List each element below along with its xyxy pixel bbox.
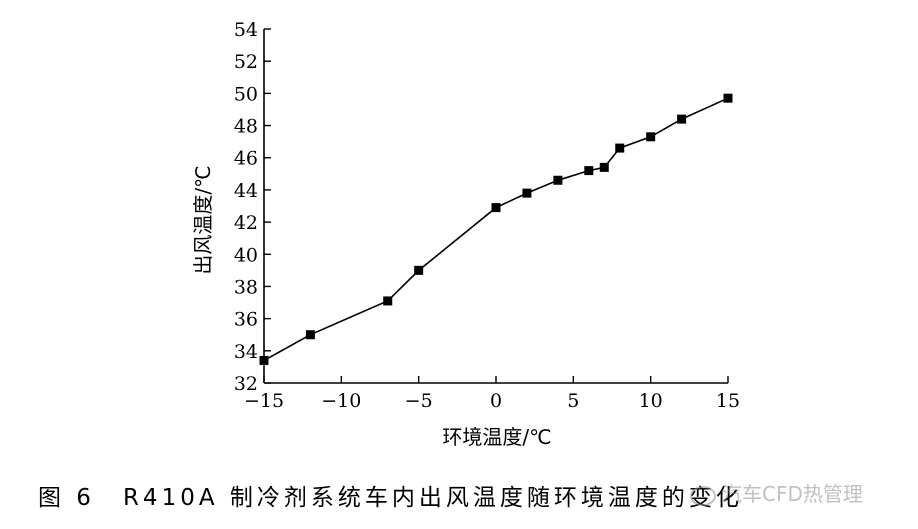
data-point-marker — [646, 132, 656, 142]
y-tick-label: 48 — [234, 116, 258, 138]
x-tick-label: 15 — [716, 390, 740, 412]
y-axis-title: 出风温度/℃ — [191, 165, 215, 274]
x-tick-label: 0 — [490, 390, 502, 412]
data-point-marker — [383, 296, 393, 306]
data-point-marker — [259, 355, 269, 365]
data-point-marker — [599, 162, 609, 172]
y-tick-label: 52 — [234, 51, 258, 73]
data-point-marker — [677, 114, 687, 124]
series — [259, 93, 733, 365]
y-tick-label: 36 — [234, 309, 258, 331]
series-line — [263, 97, 729, 362]
x-tick-label: −15 — [244, 390, 284, 412]
y-tick-label: 32 — [234, 373, 258, 395]
caption-text: R410A 制冷剂系统车内出风温度随环境温度的变化 — [122, 485, 743, 511]
x-tick-label: 10 — [639, 390, 663, 412]
data-point-marker — [305, 330, 315, 340]
x-tick-label: 5 — [567, 390, 579, 412]
data-point-marker — [491, 203, 501, 213]
y-tick-label: 34 — [234, 341, 258, 363]
y-tick-label: 50 — [234, 83, 258, 105]
y-tick-label: 40 — [234, 244, 258, 266]
data-point-marker — [584, 166, 594, 176]
data-point-marker — [522, 188, 532, 198]
data-point-marker — [723, 93, 733, 103]
data-point-marker — [414, 265, 424, 275]
y-tick-label: 44 — [234, 180, 258, 202]
data-point-marker — [553, 175, 563, 185]
x-tick-label: −5 — [405, 390, 433, 412]
x-axis-title: 环境温度/℃ — [442, 425, 551, 449]
data-point-marker — [615, 143, 625, 153]
figure-number: 图 6 — [38, 485, 95, 511]
y-tick-label: 38 — [234, 276, 258, 298]
y-tick-label: 46 — [234, 148, 258, 170]
ticks: −15 −10 −5 0 5 10 15 32 34 36 38 40 42 44 46 48 50 52 54 — [234, 19, 740, 412]
y-tick-label: 42 — [234, 212, 258, 234]
figure-caption: 图 6 R410A 制冷剂系统车内出风温度随环境温度的变化 — [38, 478, 743, 512]
x-tick-label: −10 — [321, 390, 361, 412]
y-tick-label: 54 — [234, 19, 258, 41]
